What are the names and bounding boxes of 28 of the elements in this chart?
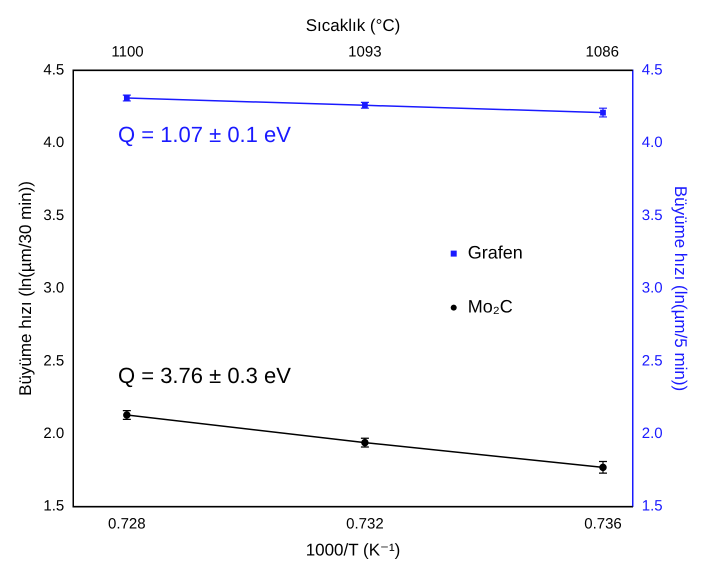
y-tick-label: 3.0 [43,280,64,297]
annotation: Q = 1.07 ± 0.1 eV [118,122,292,148]
legend-label: Grafen [468,242,523,263]
y2-tick-label: 4.0 [642,134,663,152]
x-tick-label: 0.728 [108,516,146,533]
y-tick-label: 4.5 [43,62,64,79]
y-tick-label: 4.0 [43,134,64,152]
x-tick-label: 0.736 [584,516,622,533]
y2-tick-label: 3.0 [642,280,663,297]
y2-tick-label: 1.5 [642,498,663,515]
y-tick-label: 2.0 [43,425,64,442]
x-axis-title: 1000/T (K⁻¹) [306,540,400,560]
y2-tick-label: 3.5 [642,206,663,224]
x-tick-label: 0.732 [346,516,384,533]
legend-label: Mo₂C [468,296,513,317]
y-tick-label: 3.5 [43,206,64,224]
y-tick-label: 1.5 [43,498,64,515]
y2-tick-label: 4.5 [642,62,663,79]
x2-axis-title: Sıcaklık (°C) [306,16,400,35]
y-tick-label: 2.5 [43,352,64,370]
y2-tick-label: 2.0 [642,425,663,442]
y2-tick-label: 2.5 [642,352,663,370]
y-axis-title: Büyüme hızı (ln(µm/30 min)) [16,181,35,396]
x2-tick-label: 1093 [348,44,382,61]
y2-axis-title: Büyüme hızı (ln(µm/5 min)) [671,186,690,392]
x2-tick-label: 1086 [586,44,619,61]
x2-tick-label: 1100 [111,44,144,61]
annotation: Q = 3.76 ± 0.3 eV [118,363,292,388]
